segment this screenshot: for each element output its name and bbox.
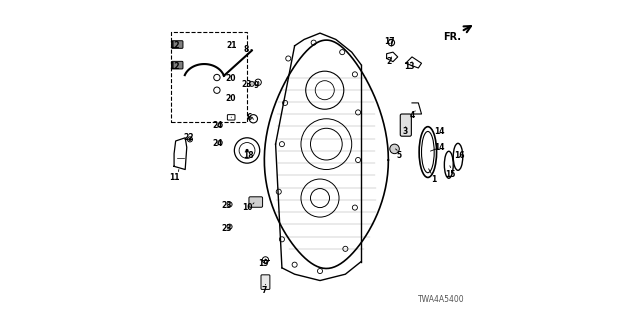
Text: 23: 23 [221, 201, 232, 210]
Circle shape [390, 144, 399, 154]
FancyBboxPatch shape [249, 197, 262, 207]
Text: 7: 7 [262, 285, 267, 295]
FancyBboxPatch shape [400, 114, 412, 136]
Text: 13: 13 [404, 62, 415, 71]
Circle shape [218, 123, 222, 127]
FancyBboxPatch shape [172, 61, 183, 69]
Text: 24: 24 [212, 121, 223, 130]
Text: 23: 23 [241, 80, 252, 89]
FancyBboxPatch shape [261, 275, 270, 289]
Text: 4: 4 [410, 111, 415, 120]
Circle shape [218, 140, 222, 145]
Text: 20: 20 [225, 94, 236, 103]
Text: 14: 14 [434, 143, 444, 152]
Text: 12: 12 [170, 41, 180, 50]
Text: FR.: FR. [443, 32, 461, 43]
Text: 24: 24 [212, 139, 223, 148]
Text: 15: 15 [445, 170, 455, 179]
Circle shape [188, 138, 191, 141]
Text: 11: 11 [170, 173, 180, 182]
FancyBboxPatch shape [172, 41, 183, 48]
Text: 14: 14 [434, 127, 444, 136]
Circle shape [249, 81, 254, 86]
Text: TWA4A5400: TWA4A5400 [418, 295, 465, 304]
Circle shape [227, 224, 232, 229]
Text: 18: 18 [243, 151, 254, 160]
Text: 23: 23 [221, 224, 232, 233]
Text: 2: 2 [387, 57, 392, 66]
Text: 19: 19 [259, 259, 269, 268]
Text: 1: 1 [431, 174, 436, 184]
Text: 6: 6 [247, 113, 252, 122]
Text: 21: 21 [226, 41, 236, 50]
Text: 16: 16 [454, 151, 464, 160]
Circle shape [227, 202, 232, 207]
Text: 8: 8 [244, 45, 249, 54]
Text: 17: 17 [385, 37, 395, 46]
Text: 9: 9 [254, 81, 259, 90]
Text: 22: 22 [184, 133, 194, 142]
Text: 3: 3 [403, 127, 408, 136]
Text: 5: 5 [396, 151, 401, 160]
Circle shape [246, 149, 248, 152]
Text: 10: 10 [242, 203, 252, 212]
Text: 12: 12 [170, 62, 180, 71]
Text: 20: 20 [225, 74, 236, 83]
